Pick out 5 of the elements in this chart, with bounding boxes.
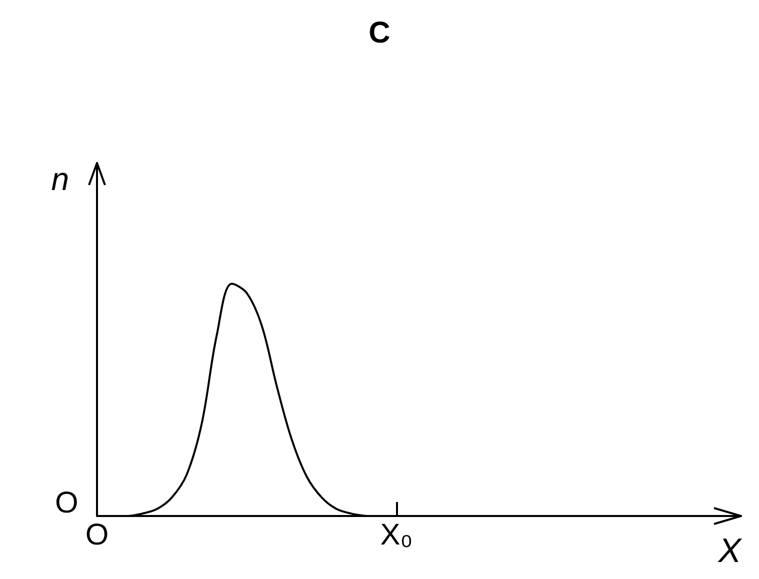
x-axis-title: X	[717, 532, 742, 570]
y-axis-title: n	[51, 161, 69, 197]
x-tick-label: X₀	[380, 518, 413, 552]
annotation: O	[55, 486, 78, 520]
chart-title: C	[368, 16, 390, 50]
